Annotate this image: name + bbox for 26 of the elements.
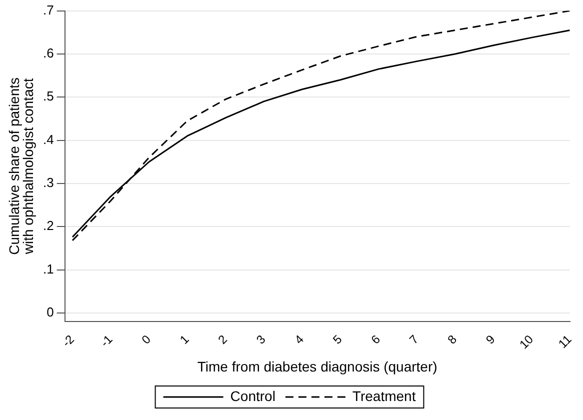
x-tick-label: 6: [368, 332, 384, 347]
legend-label: Treatment: [352, 388, 416, 404]
x-tick-label: -1: [98, 332, 116, 350]
x-tick-label: 2: [215, 332, 230, 347]
y-tick-label: .6: [43, 46, 54, 61]
x-tick-label: 7: [406, 332, 422, 347]
x-tick-label: 4: [292, 332, 307, 347]
y-tick-label: .3: [43, 175, 54, 190]
x-tick-label: 1: [177, 332, 192, 347]
y-axis-title: Cumulative share of patients with ophthalmologist contact: [6, 77, 36, 256]
x-tick-label: 9: [483, 332, 498, 347]
x-tick-label: 8: [444, 332, 460, 347]
y-tick-label: .5: [43, 88, 54, 104]
x-tick-label: 11: [556, 332, 575, 351]
y-tick-label: .4: [43, 132, 54, 147]
y-tick-label: 0: [46, 304, 54, 320]
x-tick-label: 0: [138, 332, 154, 347]
x-tick-label: -2: [60, 332, 78, 350]
y-tick-label: .2: [43, 218, 54, 234]
x-tick-label: 10: [516, 332, 536, 352]
y-tick-label: .1: [43, 261, 54, 276]
y-tick-label: .7: [43, 2, 54, 18]
x-tick-label: 5: [330, 332, 345, 347]
x-axis-title: Time from diabetes diagnosis (quarter): [197, 358, 438, 374]
x-tick-label: 3: [254, 332, 268, 347]
legend-label: Control: [230, 388, 276, 404]
